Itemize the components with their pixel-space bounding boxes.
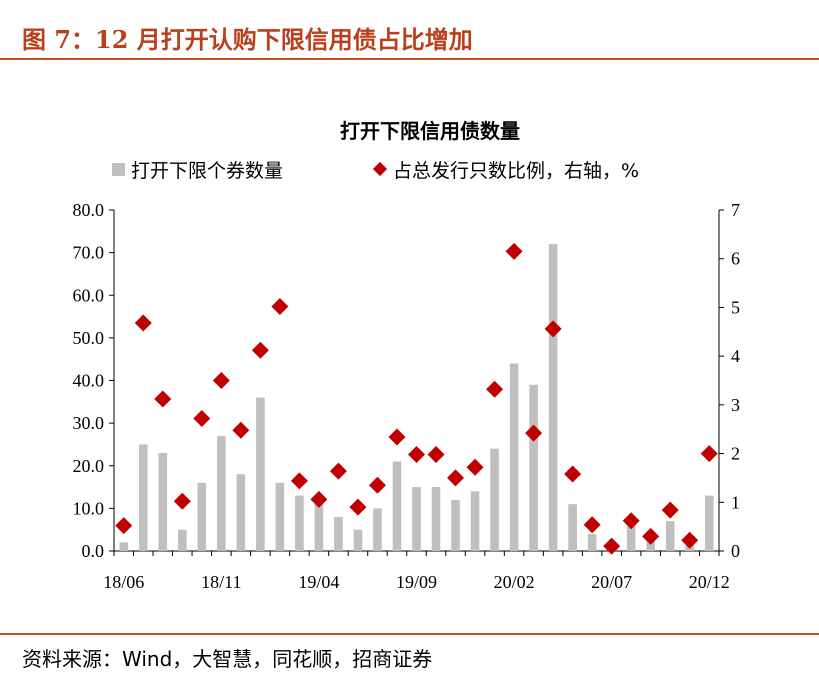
ratio-marker (251, 341, 269, 359)
bar (392, 461, 402, 551)
right-tick-label: 7 (731, 200, 740, 220)
bar (412, 487, 421, 551)
x-tick-label: 19/09 (396, 572, 437, 592)
bar (665, 521, 675, 551)
bar (275, 482, 285, 551)
right-tick-label: 5 (731, 297, 740, 317)
x-tick-label: 20/07 (591, 572, 632, 592)
bar (197, 482, 207, 551)
ratio-marker (115, 517, 133, 535)
legend-marker-swatch (372, 161, 388, 177)
legend-bar-swatch (112, 163, 125, 176)
bar (217, 435, 226, 551)
bar (373, 508, 382, 551)
source-note: 资料来源：Wind，大智慧，同花顺，招商证券 (22, 647, 433, 671)
ratio-marker (212, 372, 230, 389)
bar (178, 529, 187, 551)
bar (509, 363, 519, 551)
bar (236, 474, 246, 551)
ratio-marker (368, 476, 386, 494)
bar (138, 444, 148, 551)
left-tick-label: 0.0 (82, 541, 105, 561)
bar (490, 448, 499, 551)
left-tick-label: 10.0 (73, 498, 105, 518)
bottom-rule (0, 633, 819, 635)
ratio-marker (583, 516, 601, 534)
bar (470, 491, 480, 551)
chart-title: 打开下限信用债数量 (340, 119, 520, 143)
bar (295, 495, 304, 551)
bar (119, 542, 129, 551)
ratio-marker (310, 490, 328, 508)
bar-series (119, 244, 714, 551)
bar (431, 487, 441, 551)
left-tick-label: 60.0 (73, 285, 105, 305)
x-tick-label: 20/12 (689, 572, 730, 592)
ratio-marker (193, 409, 211, 427)
ratio-marker (271, 297, 289, 315)
ratio-marker (408, 446, 425, 464)
right-tick-label: 0 (731, 541, 740, 561)
figure-title: 图 7：12 月打开认购下限信用债占比增加 (22, 25, 473, 54)
ratio-marker (466, 458, 484, 476)
ratio-marker (173, 492, 191, 510)
marker-series (115, 242, 718, 555)
bar (529, 384, 538, 551)
ratio-marker (700, 445, 718, 463)
left-tick-label: 40.0 (73, 371, 105, 391)
ratio-marker (154, 390, 172, 408)
bar (568, 504, 577, 551)
bar (626, 525, 636, 551)
ratio-marker (447, 469, 465, 487)
ratio-marker (505, 242, 523, 260)
ratio-marker (622, 512, 640, 530)
right-tick-label: 6 (731, 249, 740, 269)
bar (704, 495, 714, 551)
ratio-marker (427, 446, 445, 464)
legend: 打开下限个券数量 占总发行只数比例，右轴，% (112, 160, 639, 182)
ratio-marker (290, 472, 308, 490)
x-tick-label: 20/02 (494, 572, 535, 592)
x-tick-label: 19/04 (298, 572, 339, 592)
legend-label-bars: 打开下限个券数量 (131, 160, 283, 182)
bar (451, 499, 460, 551)
ratio-marker (232, 421, 250, 439)
right-tick-label: 2 (731, 444, 740, 464)
right-tick-label: 3 (731, 395, 740, 415)
left-tick-label: 30.0 (73, 413, 105, 433)
bar (353, 529, 363, 551)
ratio-marker (642, 527, 660, 545)
x-tick-label: 18/11 (201, 572, 241, 592)
right-tick-label: 4 (731, 346, 740, 366)
left-tick-label: 80.0 (73, 200, 105, 220)
ratio-marker (661, 501, 679, 519)
bar (334, 516, 343, 551)
axes: 0.0 10.0 20.0 30.0 40.0 50.0 60.0 70.0 80.0 0 1 2 3 4… (73, 200, 741, 592)
ratio-marker (134, 314, 152, 332)
bar (158, 452, 168, 551)
bar (548, 244, 558, 551)
ratio-marker (388, 428, 406, 446)
bar (587, 533, 597, 551)
ratio-marker (544, 320, 562, 338)
left-tick-label: 50.0 (73, 328, 105, 348)
bar (256, 397, 265, 551)
ratio-marker (486, 380, 504, 398)
top-rule (0, 58, 819, 60)
bar (314, 499, 324, 551)
ratio-marker (564, 465, 582, 483)
ratio-marker (349, 498, 367, 516)
ratio-marker (525, 424, 543, 442)
ratio-marker (329, 462, 347, 480)
x-tick-label: 18/06 (103, 572, 144, 592)
ratio-marker (603, 537, 621, 555)
legend-label-markers: 占总发行只数比例，右轴，% (393, 160, 639, 182)
ratio-marker (681, 531, 699, 549)
left-tick-label: 70.0 (73, 243, 105, 263)
right-tick-label: 1 (731, 492, 740, 512)
left-tick-label: 20.0 (73, 456, 105, 476)
